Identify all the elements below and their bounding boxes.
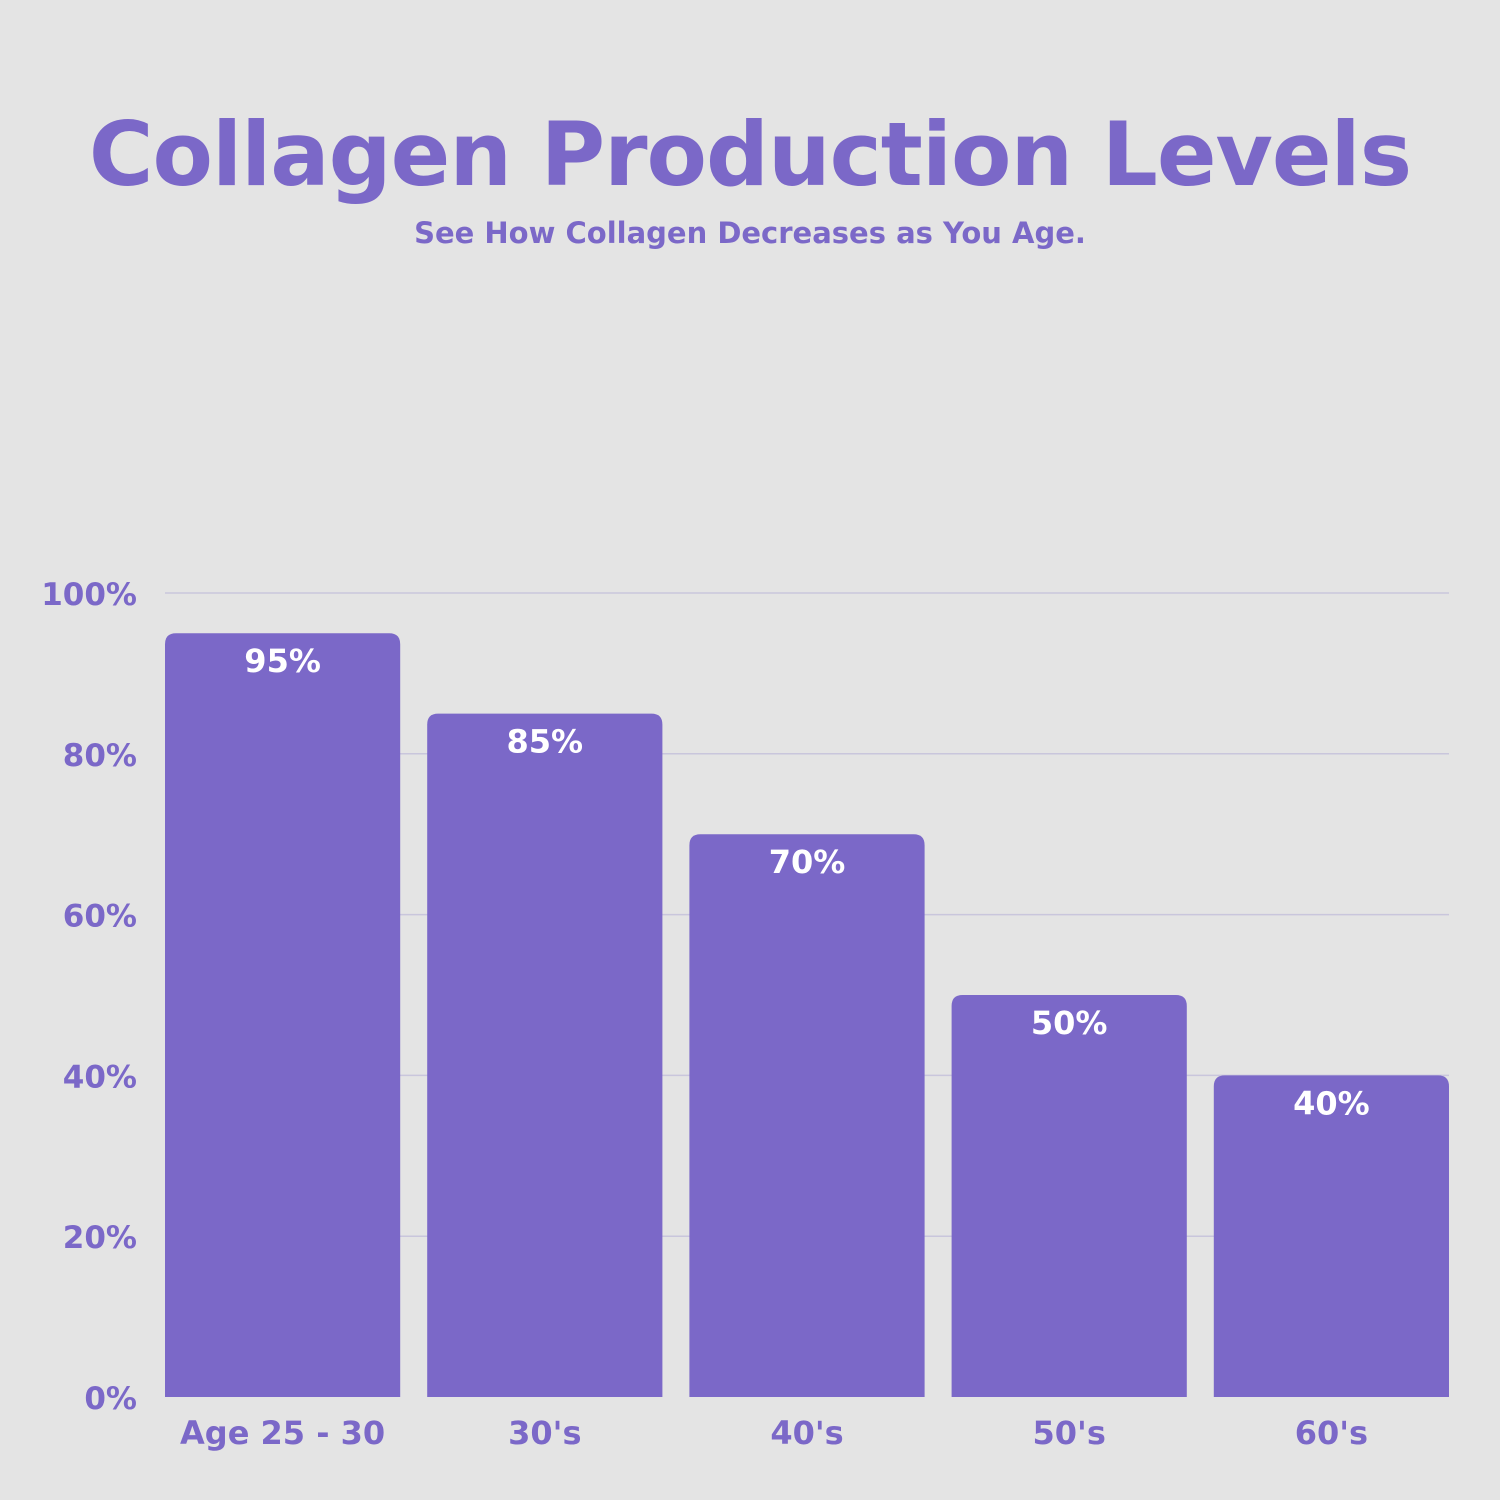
chart-title: Collagen Production Levels: [88, 103, 1412, 206]
bar-2: [427, 713, 663, 1397]
bar-4: [951, 995, 1187, 1397]
x-tick-label: 60's: [1295, 1414, 1368, 1452]
data-label: 70%: [769, 843, 846, 881]
y-axis-ticks: 0% 20% 40% 60% 80% 100%: [41, 577, 137, 1417]
bar-3: [689, 834, 925, 1397]
x-tick-label: 50's: [1033, 1414, 1106, 1452]
data-label: 40%: [1293, 1084, 1370, 1122]
y-tick-label: 20%: [63, 1220, 137, 1256]
y-tick-label: 100%: [41, 577, 137, 613]
x-tick-label: 30's: [508, 1414, 581, 1452]
data-label: 95%: [244, 642, 321, 680]
y-tick-label: 40%: [63, 1059, 137, 1095]
bar-5: [1213, 1075, 1449, 1397]
x-tick-label: Age 25 - 30: [180, 1414, 385, 1452]
data-label: 50%: [1031, 1004, 1108, 1042]
x-tick-label: 40's: [770, 1414, 843, 1452]
y-tick-label: 0%: [84, 1381, 137, 1417]
chart-subtitle: See How Collagen Decreases as You Age.: [414, 216, 1086, 250]
bar-1: [165, 633, 401, 1397]
y-tick-label: 80%: [63, 738, 137, 774]
data-label: 85%: [507, 723, 584, 761]
y-tick-label: 60%: [63, 899, 137, 935]
bars: 95% 85% 70% 50% 40%: [165, 633, 1449, 1397]
x-axis-labels: Age 25 - 30 30's 40's 50's 60's: [180, 1414, 1368, 1452]
